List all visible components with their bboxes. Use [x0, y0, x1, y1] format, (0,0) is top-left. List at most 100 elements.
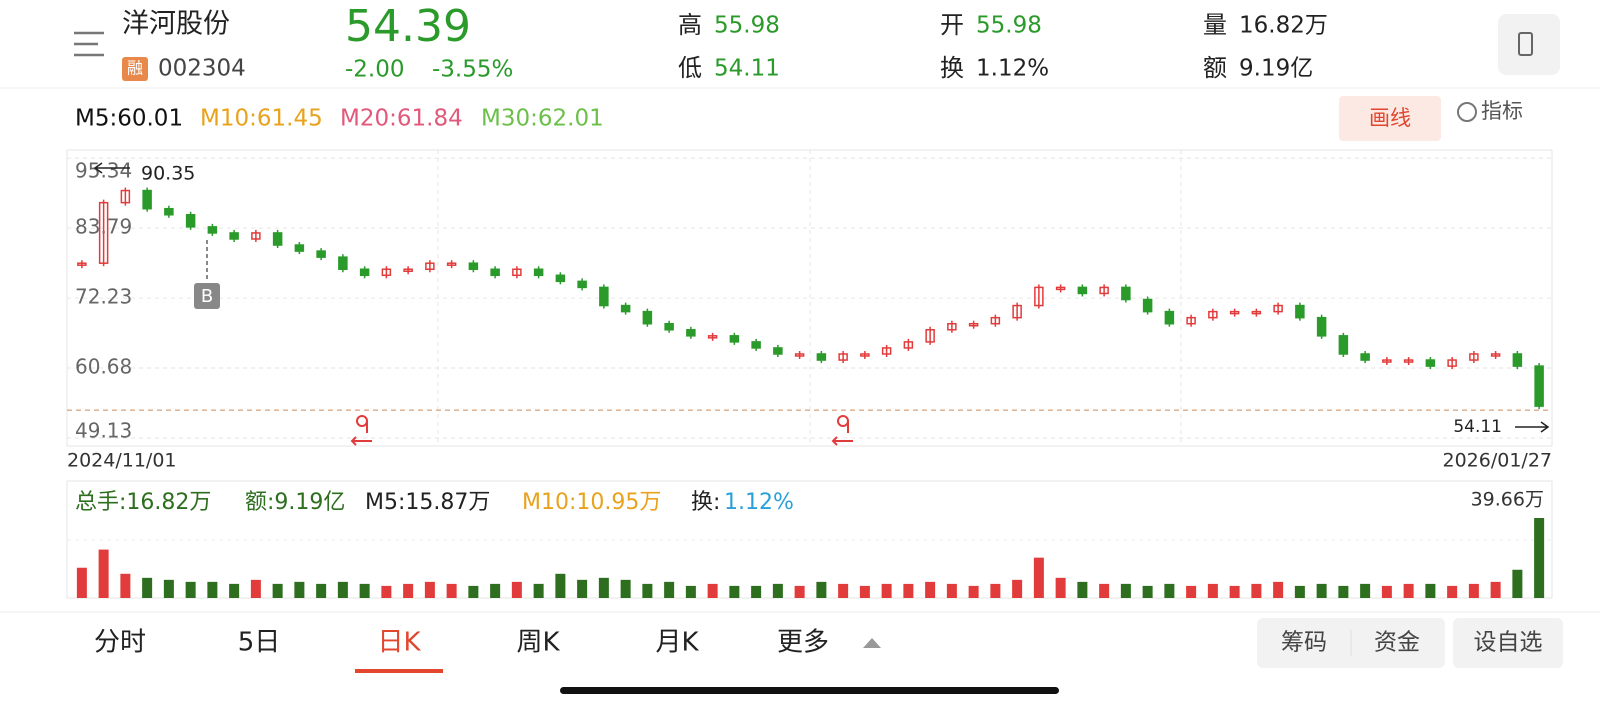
indicator-icon — [1457, 102, 1477, 122]
candle — [1316, 316, 1327, 337]
candle — [860, 353, 870, 357]
candle — [185, 214, 196, 228]
volume-bar — [620, 579, 631, 598]
volume-bar — [76, 567, 87, 598]
candle — [1034, 286, 1044, 307]
candle — [294, 244, 305, 252]
volume-bar — [142, 577, 153, 598]
volume-bar — [1164, 583, 1175, 598]
volume-bar — [751, 585, 762, 598]
candle — [142, 189, 152, 210]
candle — [1251, 310, 1262, 315]
tab[interactable]: 日K — [377, 628, 421, 658]
candle — [794, 353, 805, 357]
candle — [881, 347, 892, 355]
candle — [1295, 304, 1305, 319]
device-button[interactable] — [1498, 14, 1560, 75]
draw-button[interactable] — [1339, 96, 1441, 141]
vol-legend: M10:10.95万 — [522, 490, 661, 515]
tab[interactable]: 月K — [655, 628, 699, 658]
candle — [1425, 359, 1436, 367]
candle — [664, 322, 674, 331]
volume-bar — [1425, 583, 1436, 598]
low-annotation: 54.11 — [1453, 417, 1502, 437]
volume-bar — [577, 579, 588, 598]
menu-icon[interactable] — [74, 31, 104, 57]
volume-bar — [229, 583, 240, 598]
quote-label: 低 — [678, 54, 702, 82]
volume-bar — [990, 583, 1001, 598]
tab[interactable]: 更多 — [777, 628, 829, 658]
dividend-mark — [831, 415, 853, 446]
ma-legend: M10:61.45 — [200, 106, 323, 132]
candle — [1208, 310, 1218, 319]
ma-legend: M5:60.01 — [75, 106, 183, 132]
candle — [1403, 359, 1414, 363]
volume-bar — [272, 583, 283, 598]
ma-legend: M20:61.84 — [340, 106, 463, 132]
badge: 融 — [127, 59, 143, 78]
candle — [773, 347, 783, 355]
candle — [251, 232, 261, 240]
volume-bar — [925, 581, 936, 598]
volume-bar — [511, 581, 522, 598]
quote-value: 1.12% — [976, 56, 1049, 82]
candle — [1121, 286, 1131, 301]
candle — [1490, 353, 1501, 357]
watch-button-bg — [1453, 618, 1563, 668]
button[interactable]: 筹码 — [1281, 630, 1327, 656]
tab[interactable]: 周K — [516, 628, 560, 658]
candle — [338, 256, 348, 270]
quote-label: 换 — [940, 54, 964, 82]
candle — [359, 268, 370, 277]
volume-bar — [490, 583, 501, 598]
volume-bar — [1207, 583, 1218, 598]
candle — [207, 226, 218, 234]
candle — [903, 341, 914, 349]
indicator-label[interactable]: 指标 — [1481, 99, 1523, 123]
candle — [729, 335, 740, 343]
candle — [490, 268, 500, 277]
volume-bar — [1012, 579, 1023, 598]
volume-bar — [185, 581, 196, 598]
y-tick-label: 72.23 — [75, 285, 132, 309]
volume-bar — [468, 585, 479, 598]
volume-bar — [1316, 583, 1327, 598]
volume-bar — [772, 583, 783, 598]
button[interactable]: 资金 — [1374, 630, 1420, 656]
quote-value: 55.98 — [714, 13, 780, 39]
candle — [1229, 310, 1240, 315]
volume-bar — [642, 583, 653, 598]
tab-underline — [355, 669, 443, 673]
candle — [1164, 310, 1175, 325]
candle — [1447, 359, 1457, 367]
candle — [1077, 286, 1088, 295]
candle — [1534, 365, 1544, 407]
candle — [555, 274, 566, 283]
button[interactable]: 设自选 — [1474, 630, 1543, 656]
tab[interactable]: 分时 — [94, 628, 146, 658]
arrow — [1515, 421, 1550, 433]
candle — [468, 262, 479, 270]
volume-bar — [1099, 583, 1110, 598]
quote-value: 16.82万 — [1239, 13, 1328, 39]
candle — [925, 329, 935, 343]
candle — [990, 316, 1001, 325]
candle — [599, 286, 609, 307]
candle — [1338, 335, 1349, 355]
volume-bar — [207, 581, 218, 598]
stock-name: 洋河股份 — [122, 9, 230, 40]
volume-bar — [794, 585, 805, 598]
candle — [968, 322, 979, 327]
y-tick-label: 95.34 — [75, 159, 132, 183]
candle — [816, 353, 827, 361]
volume-bar — [1534, 518, 1545, 598]
tab[interactable]: 5日 — [238, 628, 281, 658]
volume-bar — [250, 579, 261, 598]
volume-bar — [1251, 583, 1262, 598]
candle — [620, 304, 631, 313]
volume-bar — [1055, 577, 1066, 598]
stock-code: 002304 — [158, 56, 246, 82]
quote-label: 额 — [1203, 54, 1227, 82]
